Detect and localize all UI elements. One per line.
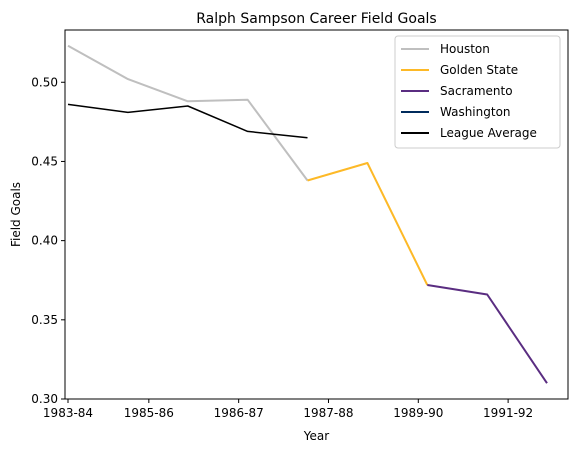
series-line-golden-state [307, 162, 429, 286]
x-tick-label: 1987-88 [303, 406, 353, 420]
legend-label-washington: Washington [440, 105, 511, 119]
y-tick-label: 0.45 [31, 154, 58, 168]
x-axis-title: Year [303, 429, 329, 443]
series-line-houston [67, 44, 309, 182]
chart-title: Ralph Sampson Career Field Goals [196, 11, 436, 27]
x-tick-label: 1985-86 [124, 406, 174, 420]
x-tick-label: 1986-87 [214, 406, 264, 420]
x-tick-label: 1991-92 [483, 406, 533, 420]
legend-label-sacramento: Sacramento [440, 84, 513, 98]
series-line-sacramento [427, 284, 548, 384]
y-tick-label: 0.50 [31, 75, 58, 89]
y-axis: 0.30 0.35 0.40 0.45 0.50 [31, 75, 65, 406]
series-layer [67, 44, 548, 384]
plot-frame [64, 29, 569, 400]
series-line-league-average [67, 103, 308, 139]
legend: Houston Golden State Sacramento Washington L… [394, 35, 561, 149]
y-axis-title: Field Goals [9, 182, 23, 247]
legend-label-golden-state: Golden State [440, 63, 518, 77]
y-tick-label: 0.35 [31, 313, 58, 327]
y-tick-label: 0.30 [31, 392, 58, 406]
x-tick-label: 1983-84 [43, 406, 93, 420]
x-tick-label: 1989-90 [393, 406, 443, 420]
legend-label-league-average: League Average [440, 126, 537, 140]
legend-box [394, 35, 561, 149]
y-tick-label: 0.40 [31, 234, 58, 248]
legend-label-houston: Houston [440, 42, 490, 56]
x-axis: 1983-84 1985-86 1986-87 1987-88 1989-90 1991-… [43, 399, 533, 420]
